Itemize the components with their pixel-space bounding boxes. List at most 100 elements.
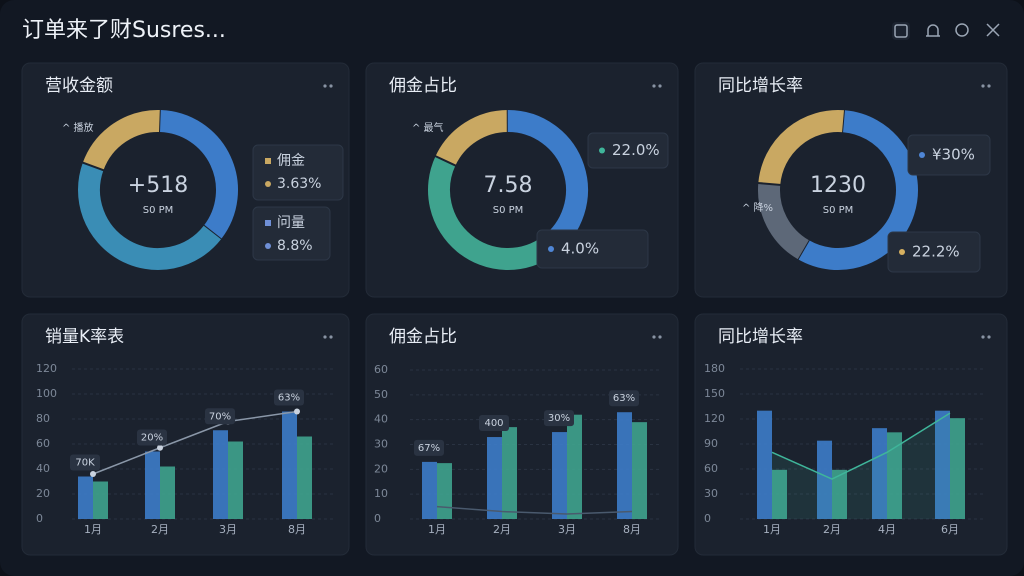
panel-title: 佣金占比 — [389, 327, 457, 347]
callout-marker — [265, 220, 271, 226]
segment-gap — [81, 161, 105, 172]
callout-marker — [265, 158, 271, 164]
panel-menu-dot — [658, 335, 662, 339]
bar — [832, 469, 847, 519]
y-tick-label: 0 — [36, 512, 43, 525]
y-tick-label: 10 — [374, 487, 388, 500]
annotation: 20% — [141, 433, 163, 444]
bar — [632, 422, 647, 519]
callout-marker — [919, 152, 925, 158]
bar — [160, 466, 175, 519]
donut-segment — [159, 110, 238, 240]
donut-segment — [758, 110, 845, 186]
donut-center-sub: S0 PM — [823, 205, 854, 216]
annotation-box — [414, 439, 444, 456]
y-tick-label: 150 — [704, 387, 725, 400]
donut-label: ^ 最气 — [412, 121, 444, 134]
callout-box — [252, 144, 344, 201]
callout-text: 22.0% — [612, 141, 660, 159]
y-tick-label: 180 — [704, 362, 725, 375]
bar — [422, 461, 437, 519]
panel-menu-dot — [981, 84, 985, 88]
bar — [437, 463, 452, 519]
annotation: 70% — [209, 411, 231, 422]
y-tick-label: 20 — [36, 487, 50, 500]
donut-center-value: +518 — [128, 173, 188, 198]
annotation: 67% — [418, 443, 440, 454]
panel-menu-dot — [652, 335, 656, 339]
callout-name: 佣金 — [277, 153, 305, 169]
panel-menu-dot — [987, 335, 991, 339]
annotation-box — [137, 429, 167, 446]
bar — [887, 432, 902, 519]
doc-icon[interactable] — [894, 24, 908, 38]
callout-text: 22.2% — [912, 243, 960, 261]
app-title: 订单来了财Susres... — [22, 18, 226, 43]
panel-menu-dot — [329, 335, 333, 339]
bar — [213, 430, 228, 519]
callout-box — [252, 206, 331, 261]
callout-marker — [265, 243, 271, 249]
callout-name: 问量 — [277, 215, 305, 231]
bar — [757, 410, 772, 519]
trend-line — [92, 410, 298, 475]
panel-menu-dot — [981, 335, 985, 339]
donut-center-value: 7.58 — [484, 173, 533, 198]
line-point — [294, 408, 300, 415]
donut-segment — [82, 110, 161, 171]
callout-text: ¥30% — [932, 146, 975, 164]
bar — [145, 451, 160, 519]
callout-text: 4.0% — [561, 240, 599, 258]
line-point — [90, 471, 96, 477]
annotation-box — [205, 408, 235, 425]
settings-icon[interactable] — [955, 23, 969, 37]
panel-menu-dot — [323, 335, 327, 339]
donut-center-value: 1230 — [810, 173, 866, 198]
bar — [487, 437, 502, 519]
panel-title: 销量K率表 — [45, 327, 124, 347]
panel-title: 佣金占比 — [389, 76, 457, 96]
line-area — [772, 413, 950, 519]
donut-segment — [507, 109, 588, 255]
donut-segment — [435, 110, 509, 166]
donut-label: ^ 播放 — [62, 121, 94, 134]
trend-line — [771, 412, 951, 480]
bar — [817, 440, 832, 519]
panel-title: 同比增长率 — [718, 327, 803, 347]
toolbar[interactable] — [892, 22, 1000, 40]
trend-line — [436, 505, 633, 515]
annotation: 63% — [613, 393, 635, 404]
x-tick-label: 4月 — [878, 523, 896, 536]
y-tick-label: 120 — [36, 362, 57, 375]
panel-menu-dot — [658, 84, 662, 88]
y-tick-label: 100 — [36, 387, 57, 400]
y-tick-label: 120 — [704, 412, 725, 425]
y-tick-label: 30 — [374, 438, 388, 451]
panel-menu-dot — [329, 84, 333, 88]
y-tick-label: 60 — [36, 437, 50, 450]
annotation: 30% — [548, 413, 570, 424]
x-tick-label: 1月 — [428, 523, 446, 536]
bar — [872, 428, 887, 519]
annotation-box — [274, 389, 304, 406]
y-tick-label: 40 — [36, 462, 50, 475]
x-tick-label: 1月 — [763, 523, 781, 536]
bar — [567, 414, 582, 519]
callout-marker — [599, 147, 605, 154]
y-tick-label: 40 — [374, 413, 388, 426]
y-tick-label: 0 — [704, 512, 711, 525]
doc-button[interactable] — [892, 22, 910, 40]
x-tick-label: 8月 — [288, 523, 306, 536]
bar — [502, 427, 517, 519]
close-icon[interactable] — [986, 23, 1000, 37]
bell-icon[interactable] — [926, 24, 940, 37]
bar — [935, 410, 950, 519]
y-tick-label: 30 — [704, 487, 718, 500]
y-tick-label: 0 — [374, 512, 381, 525]
callout-box — [907, 134, 991, 176]
bar — [282, 411, 297, 519]
donut-label: ^ 降% — [742, 201, 773, 214]
callout-box — [887, 231, 981, 273]
y-tick-label: 60 — [374, 363, 388, 376]
